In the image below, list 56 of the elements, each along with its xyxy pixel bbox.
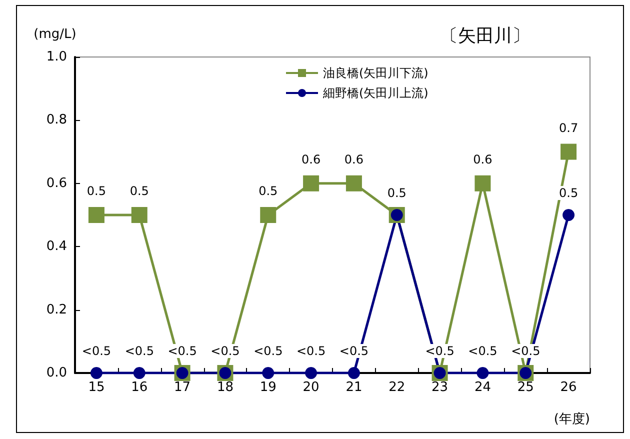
point <box>476 367 489 379</box>
point <box>131 207 148 223</box>
data-label: <0.5 <box>425 344 454 358</box>
legend-label: 油良橋(矢田川下流) <box>323 66 428 80</box>
data-label: 0.6 <box>301 152 321 166</box>
data-label: <0.5 <box>339 344 369 358</box>
data-label: 0.5 <box>558 186 578 200</box>
x-tick-label: 22 <box>388 380 406 395</box>
point <box>474 175 491 192</box>
x-tick-label: 24 <box>474 380 491 395</box>
point <box>262 367 274 379</box>
y-tick-label: 0.2 <box>46 302 67 318</box>
y-tick-label: 0.4 <box>46 239 67 254</box>
data-label: 0.5 <box>387 186 406 200</box>
point <box>346 175 362 192</box>
point <box>90 367 102 379</box>
point <box>133 367 146 379</box>
data-label: 0.5 <box>130 184 149 198</box>
data-label: <0.5 <box>511 344 540 358</box>
x-tick-label: 15 <box>88 380 105 395</box>
y-axis-title: (mg/L) <box>34 27 76 42</box>
data-label: 0.7 <box>558 120 578 135</box>
x-axis-title: (年度) <box>554 411 590 427</box>
data-label: <0.5 <box>168 344 197 358</box>
y-tick-label: 0.8 <box>46 112 67 128</box>
point <box>562 209 575 221</box>
chart-title: 〔矢田川〕 <box>440 26 530 46</box>
point <box>88 207 104 223</box>
y-tick-label: 1.0 <box>46 50 67 64</box>
point <box>260 207 276 223</box>
x-tick-label: 18 <box>216 380 234 395</box>
point <box>303 175 320 192</box>
data-label: 0.6 <box>344 152 364 166</box>
data-label: <0.5 <box>210 344 240 358</box>
data-label: 0.5 <box>258 184 278 198</box>
legend-label: 細野橋(矢田川上流) <box>322 86 428 100</box>
point <box>305 367 318 379</box>
x-tick-label: 20 <box>302 380 320 395</box>
data-label: <0.5 <box>468 344 498 358</box>
point <box>348 367 360 379</box>
x-tick-label: 26 <box>560 380 577 395</box>
x-tick-label: 21 <box>346 380 362 395</box>
data-label: <0.5 <box>296 344 326 358</box>
y-tick-label: 0.6 <box>46 176 67 191</box>
x-tick-label: 25 <box>517 380 534 395</box>
point <box>560 144 577 160</box>
data-label: <0.5 <box>82 344 112 358</box>
data-label: <0.5 <box>124 344 154 358</box>
x-tick-label: 16 <box>131 380 148 395</box>
y-tick-label: 0.0 <box>46 366 67 380</box>
data-label: <0.5 <box>254 344 283 358</box>
data-label: 0.6 <box>473 152 492 166</box>
data-label: 0.5 <box>86 184 106 198</box>
x-tick-label: 19 <box>260 380 276 395</box>
x-tick-label: 17 <box>174 380 191 395</box>
x-tick-label: 23 <box>432 380 448 395</box>
